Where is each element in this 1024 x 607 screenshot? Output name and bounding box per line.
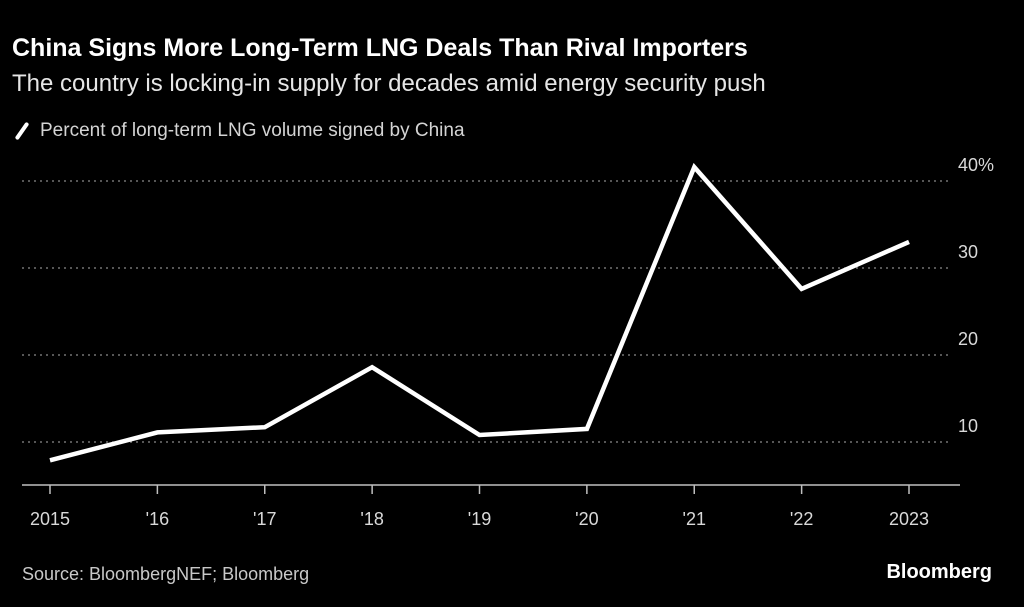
x-tick-label: 2015 [30,509,70,529]
bloomberg-logo: Bloomberg [886,561,992,583]
legend: Percent of long-term LNG volume signed b… [12,120,465,142]
y-tick-label: 40% [958,155,994,175]
y-axis-labels: 10 20 30 40% [958,155,994,436]
x-tick-label: '18 [360,509,383,529]
x-tick-label: 2023 [889,509,929,529]
x-tick-label: '19 [468,509,491,529]
x-axis-labels: 2015 '16 '17 '18 '19 '20 '21 '22 2023 [30,509,929,529]
source-note: Source: BloombergNEF; Bloomberg [22,564,310,584]
series-line [49,162,910,463]
x-tick-label: '21 [683,509,706,529]
chart-title: China Signs More Long-Term LNG Deals Tha… [12,34,748,62]
x-tick-label: '17 [253,509,276,529]
y-tick-label: 30 [958,242,978,262]
x-tick-label: '20 [575,509,598,529]
series-line-path [49,162,910,463]
y-tick-label: 20 [958,329,978,349]
y-tick-label: 10 [958,416,978,436]
chart-subtitle: The country is locking-in supply for dec… [12,70,766,97]
gridlines [22,180,948,443]
x-tick-label: '16 [146,509,169,529]
x-axis [22,484,960,494]
x-tick-label: '22 [790,509,813,529]
legend-label: Percent of long-term LNG volume signed b… [40,120,465,141]
